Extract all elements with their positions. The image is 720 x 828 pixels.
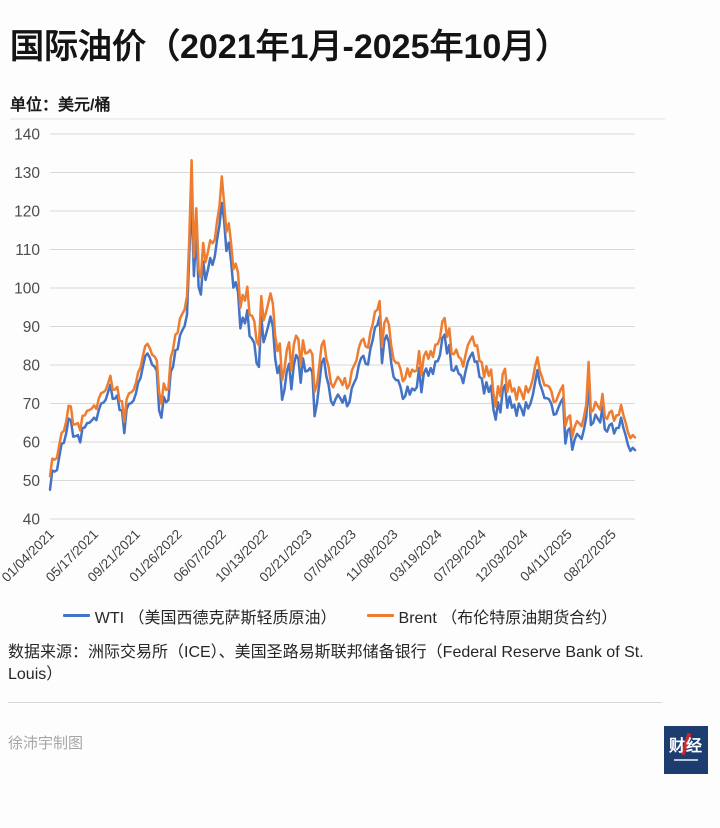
- legend-item-wti: WTI （美国西德克萨斯轻质原油）: [62, 604, 337, 628]
- svg-text:130: 130: [14, 165, 40, 182]
- source-note: 数据来源：洲际交易所（ICE）、美国圣路易斯联邦储备银行（Federal Res…: [8, 643, 644, 684]
- legend-label-wti: WTI （美国西德克萨斯轻质原油）: [94, 609, 337, 627]
- footer: 徐沛宇制图 财经: [8, 725, 708, 774]
- logo-text: 财经: [668, 737, 703, 755]
- oil-price-chart: 40506070809010011012013014001/04/202105/…: [0, 117, 665, 584]
- svg-text:60: 60: [23, 434, 41, 451]
- svg-text:80: 80: [23, 357, 41, 374]
- svg-text:100: 100: [14, 280, 40, 297]
- wti-line-swatch-icon: [62, 614, 90, 617]
- svg-text:140: 140: [14, 126, 40, 143]
- unit-label: 单位：美元/桶: [10, 96, 111, 114]
- svg-text:120: 120: [14, 203, 40, 220]
- divider: [8, 701, 662, 703]
- credit-label: 徐沛宇制图: [8, 734, 84, 752]
- caijing-logo: 财经: [664, 725, 708, 774]
- svg-text:90: 90: [23, 319, 41, 336]
- legend-label-brent: Brent （布伦特原油期货合约）: [398, 609, 618, 627]
- legend: WTI （美国西德克萨斯轻质原油） Brent （布伦特原油期货合约）: [0, 604, 720, 628]
- logo-subtext-strip: [674, 758, 698, 761]
- svg-text:40: 40: [23, 511, 41, 528]
- svg-text:70: 70: [23, 396, 41, 413]
- svg-text:50: 50: [23, 473, 41, 490]
- svg-text:110: 110: [15, 242, 40, 259]
- page-title: 国际油价（2021年1月-2025年10月）: [10, 28, 570, 66]
- header: 国际油价（2021年1月-2025年10月） 单位：美元/桶: [0, 0, 720, 115]
- chart-area: 40 50 60 70 80 90 100 110 120 130 140 01/04/2021 05/…: [0, 116, 720, 601]
- brent-line-swatch-icon: [366, 614, 394, 617]
- legend-item-brent: Brent （布伦特原油期货合约）: [366, 604, 618, 628]
